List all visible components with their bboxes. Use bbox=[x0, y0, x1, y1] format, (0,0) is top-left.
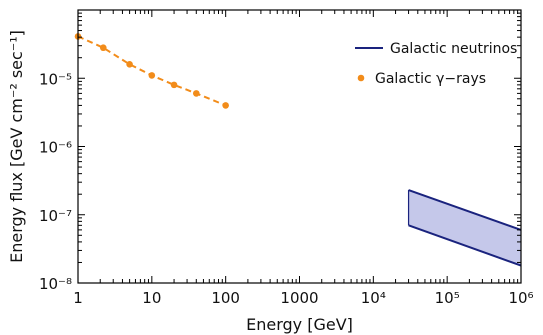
y-tick-label: 10⁻⁵ bbox=[39, 70, 72, 88]
legend: Galactic neutrinos Galactic γ−rays bbox=[355, 41, 517, 87]
x-tick-label: 10⁵ bbox=[435, 289, 460, 307]
neutrino-band-upper-line bbox=[408, 189, 522, 231]
x-tick-label: 1000 bbox=[280, 289, 318, 307]
legend-gamma-ray-label: Galactic γ−rays bbox=[375, 71, 486, 87]
x-tick-label: 1 bbox=[73, 289, 83, 307]
y-tick-label: 10⁻⁸ bbox=[39, 275, 72, 293]
legend-neutrino-label: Galactic neutrinos bbox=[390, 41, 517, 57]
neutrino-band-lower-line bbox=[408, 224, 522, 267]
gamma-ray-data-point bbox=[170, 81, 178, 89]
neutrino-band-fill bbox=[408, 190, 521, 266]
gamma-ray-data-point bbox=[148, 72, 156, 79]
gamma-ray-data-point bbox=[126, 61, 133, 68]
y-tick-label: 10⁻⁶ bbox=[39, 139, 72, 157]
legend-gamma-ray-swatch bbox=[357, 74, 365, 82]
x-tick-label: 10 bbox=[142, 289, 161, 307]
y-axis-ticks: 10⁻⁸ 10⁻⁷ 10⁻⁶ 10⁻⁵ bbox=[39, 9, 521, 293]
x-tick-label: 100 bbox=[211, 289, 240, 307]
y-tick-label: 10⁻⁷ bbox=[39, 207, 72, 225]
x-axis-ticks: 1 10 100 1000 10⁴ 10⁵ 10⁶ bbox=[73, 10, 534, 307]
gamma-ray-data-point bbox=[222, 102, 229, 109]
gamma-ray-data-point bbox=[192, 90, 200, 97]
x-axis-label: Energy [GeV] bbox=[246, 315, 353, 334]
x-tick-label: 10⁶ bbox=[508, 289, 533, 307]
x-tick-label: 10⁴ bbox=[361, 289, 386, 307]
gamma-ray-data-point bbox=[99, 44, 107, 52]
y-axis-label: Energy flux [GeV cm⁻² sec⁻¹] bbox=[7, 30, 26, 263]
